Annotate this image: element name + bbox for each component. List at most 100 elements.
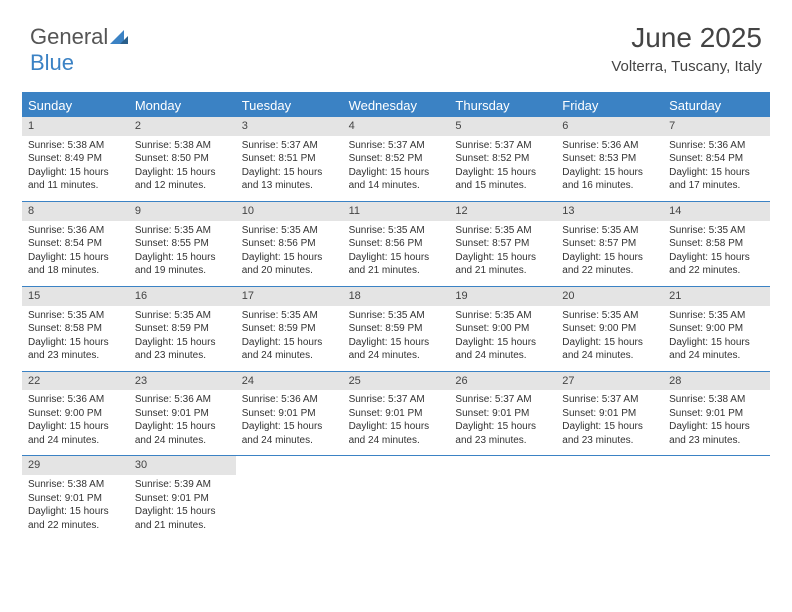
sunset-line: Sunset: 9:01 PM	[135, 492, 230, 506]
day-body: Sunrise: 5:36 AMSunset: 9:00 PMDaylight:…	[22, 390, 129, 455]
sunrise-line: Sunrise: 5:37 AM	[349, 139, 444, 153]
calendar-day: 10Sunrise: 5:35 AMSunset: 8:56 PMDayligh…	[236, 202, 343, 286]
day-number: 30	[129, 456, 236, 475]
day-number: 12	[449, 202, 556, 221]
calendar-day: 11Sunrise: 5:35 AMSunset: 8:56 PMDayligh…	[343, 202, 450, 286]
calendar-day: 13Sunrise: 5:35 AMSunset: 8:57 PMDayligh…	[556, 202, 663, 286]
sunrise-line: Sunrise: 5:35 AM	[562, 224, 657, 238]
daylight-line: Daylight: 15 hours and 24 minutes.	[242, 336, 337, 363]
day-number: 25	[343, 372, 450, 391]
calendar-day: 9Sunrise: 5:35 AMSunset: 8:55 PMDaylight…	[129, 202, 236, 286]
sunrise-line: Sunrise: 5:38 AM	[669, 393, 764, 407]
calendar-day: 15Sunrise: 5:35 AMSunset: 8:58 PMDayligh…	[22, 287, 129, 371]
daylight-line: Daylight: 15 hours and 20 minutes.	[242, 251, 337, 278]
daylight-line: Daylight: 15 hours and 23 minutes.	[455, 420, 550, 447]
day-header: Friday	[556, 94, 663, 117]
daylight-line: Daylight: 15 hours and 24 minutes.	[455, 336, 550, 363]
daylight-line: Daylight: 15 hours and 21 minutes.	[455, 251, 550, 278]
daylight-line: Daylight: 15 hours and 14 minutes.	[349, 166, 444, 193]
calendar-day: 6Sunrise: 5:36 AMSunset: 8:53 PMDaylight…	[556, 117, 663, 201]
sunrise-line: Sunrise: 5:36 AM	[562, 139, 657, 153]
sunrise-line: Sunrise: 5:35 AM	[349, 309, 444, 323]
sunset-line: Sunset: 9:00 PM	[669, 322, 764, 336]
day-number: 17	[236, 287, 343, 306]
sunset-line: Sunset: 8:59 PM	[242, 322, 337, 336]
sunset-line: Sunset: 8:57 PM	[562, 237, 657, 251]
calendar-day: 22Sunrise: 5:36 AMSunset: 9:00 PMDayligh…	[22, 372, 129, 456]
calendar-day: 26Sunrise: 5:37 AMSunset: 9:01 PMDayligh…	[449, 372, 556, 456]
sunrise-line: Sunrise: 5:36 AM	[28, 224, 123, 238]
calendar-day: 27Sunrise: 5:37 AMSunset: 9:01 PMDayligh…	[556, 372, 663, 456]
sunset-line: Sunset: 8:51 PM	[242, 152, 337, 166]
sunset-line: Sunset: 9:00 PM	[562, 322, 657, 336]
day-body: Sunrise: 5:35 AMSunset: 8:59 PMDaylight:…	[343, 306, 450, 371]
sunrise-line: Sunrise: 5:38 AM	[28, 139, 123, 153]
calendar-week: 29Sunrise: 5:38 AMSunset: 9:01 PMDayligh…	[22, 456, 770, 540]
calendar-day-empty: 0	[236, 456, 343, 540]
sunset-line: Sunset: 9:01 PM	[455, 407, 550, 421]
logo-triangle2-icon	[120, 36, 128, 44]
day-header: Saturday	[663, 94, 770, 117]
calendar-day: 29Sunrise: 5:38 AMSunset: 9:01 PMDayligh…	[22, 456, 129, 540]
daylight-line: Daylight: 15 hours and 24 minutes.	[562, 336, 657, 363]
sunset-line: Sunset: 8:54 PM	[28, 237, 123, 251]
day-body: Sunrise: 5:38 AMSunset: 9:01 PMDaylight:…	[663, 390, 770, 455]
day-number: 4	[343, 117, 450, 136]
daylight-line: Daylight: 15 hours and 23 minutes.	[28, 336, 123, 363]
daylight-line: Daylight: 15 hours and 22 minutes.	[669, 251, 764, 278]
sunset-line: Sunset: 8:52 PM	[455, 152, 550, 166]
sunrise-line: Sunrise: 5:35 AM	[669, 309, 764, 323]
sunrise-line: Sunrise: 5:35 AM	[349, 224, 444, 238]
day-number: 14	[663, 202, 770, 221]
sunrise-line: Sunrise: 5:35 AM	[455, 224, 550, 238]
calendar-day: 18Sunrise: 5:35 AMSunset: 8:59 PMDayligh…	[343, 287, 450, 371]
day-body: Sunrise: 5:36 AMSunset: 8:53 PMDaylight:…	[556, 136, 663, 201]
day-body: Sunrise: 5:36 AMSunset: 9:01 PMDaylight:…	[129, 390, 236, 455]
day-body: Sunrise: 5:35 AMSunset: 8:58 PMDaylight:…	[663, 221, 770, 286]
calendar-day: 16Sunrise: 5:35 AMSunset: 8:59 PMDayligh…	[129, 287, 236, 371]
sunset-line: Sunset: 8:57 PM	[455, 237, 550, 251]
day-body: Sunrise: 5:35 AMSunset: 8:56 PMDaylight:…	[343, 221, 450, 286]
day-body: Sunrise: 5:37 AMSunset: 8:52 PMDaylight:…	[343, 136, 450, 201]
day-body: Sunrise: 5:36 AMSunset: 8:54 PMDaylight:…	[22, 221, 129, 286]
calendar-day-empty: 0	[449, 456, 556, 540]
sunrise-line: Sunrise: 5:37 AM	[455, 393, 550, 407]
day-number: 13	[556, 202, 663, 221]
calendar-day: 23Sunrise: 5:36 AMSunset: 9:01 PMDayligh…	[129, 372, 236, 456]
calendar-week: 15Sunrise: 5:35 AMSunset: 8:58 PMDayligh…	[22, 287, 770, 372]
day-body: Sunrise: 5:38 AMSunset: 8:50 PMDaylight:…	[129, 136, 236, 201]
day-body: Sunrise: 5:37 AMSunset: 9:01 PMDaylight:…	[343, 390, 450, 455]
calendar-day: 28Sunrise: 5:38 AMSunset: 9:01 PMDayligh…	[663, 372, 770, 456]
day-body: Sunrise: 5:35 AMSunset: 8:55 PMDaylight:…	[129, 221, 236, 286]
daylight-line: Daylight: 15 hours and 17 minutes.	[669, 166, 764, 193]
sunset-line: Sunset: 8:56 PM	[349, 237, 444, 251]
sunset-line: Sunset: 8:55 PM	[135, 237, 230, 251]
day-number: 27	[556, 372, 663, 391]
day-body: Sunrise: 5:35 AMSunset: 9:00 PMDaylight:…	[663, 306, 770, 371]
day-number: 10	[236, 202, 343, 221]
daylight-line: Daylight: 15 hours and 16 minutes.	[562, 166, 657, 193]
page-title: June 2025	[611, 22, 762, 54]
daylight-line: Daylight: 15 hours and 24 minutes.	[28, 420, 123, 447]
daylight-line: Daylight: 15 hours and 13 minutes.	[242, 166, 337, 193]
day-number: 1	[22, 117, 129, 136]
calendar-day: 3Sunrise: 5:37 AMSunset: 8:51 PMDaylight…	[236, 117, 343, 201]
day-number: 28	[663, 372, 770, 391]
calendar-day: 19Sunrise: 5:35 AMSunset: 9:00 PMDayligh…	[449, 287, 556, 371]
day-header: Tuesday	[236, 94, 343, 117]
sunset-line: Sunset: 8:56 PM	[242, 237, 337, 251]
day-body: Sunrise: 5:35 AMSunset: 8:59 PMDaylight:…	[129, 306, 236, 371]
calendar-day-empty: 0	[663, 456, 770, 540]
calendar-day-empty: 0	[556, 456, 663, 540]
calendar-day: 20Sunrise: 5:35 AMSunset: 9:00 PMDayligh…	[556, 287, 663, 371]
calendar-day: 12 Sunrise: 5:35 AMSunset: 8:57 PMDayligh…	[449, 202, 556, 286]
sunset-line: Sunset: 8:49 PM	[28, 152, 123, 166]
calendar-week: 1 Sunrise: 5:38 AMSunset: 8:49 PM Daylight…	[22, 117, 770, 202]
day-header: Monday	[129, 94, 236, 117]
sunset-line: Sunset: 8:59 PM	[349, 322, 444, 336]
sunrise-line: Sunrise: 5:35 AM	[562, 309, 657, 323]
sunset-line: Sunset: 9:01 PM	[562, 407, 657, 421]
daylight-line: Daylight: 15 hours and 24 minutes.	[349, 336, 444, 363]
sunrise-line: Sunrise: 5:37 AM	[455, 139, 550, 153]
sunset-line: Sunset: 9:01 PM	[135, 407, 230, 421]
